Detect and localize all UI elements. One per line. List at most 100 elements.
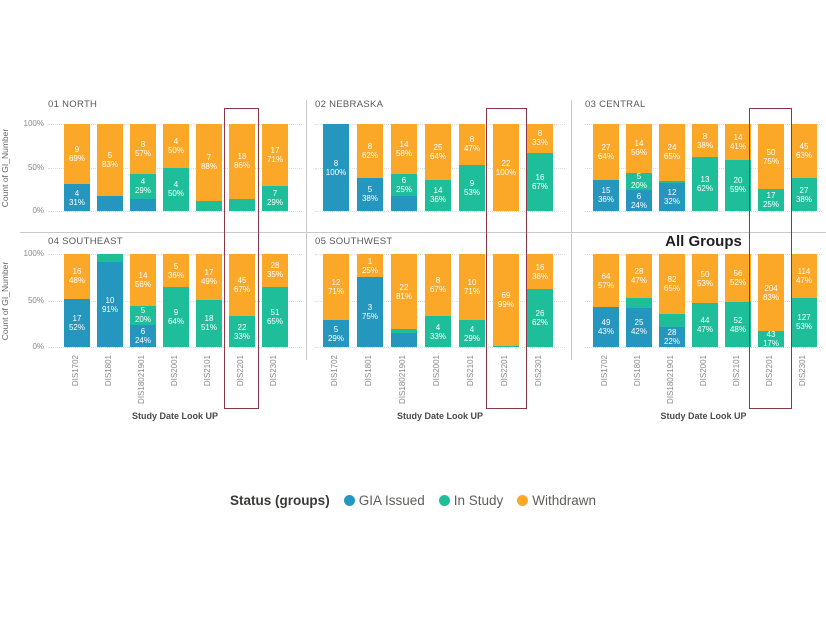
bar-segment-gia-issued[interactable]: 5 29% <box>323 320 349 347</box>
stacked-bar-dis2201[interactable]: 45 67% 22 33% <box>229 254 255 347</box>
bar-segment-in-study[interactable]: 20 59% <box>725 159 751 211</box>
bar-segment-gia-issued[interactable]: 5 38% <box>357 177 383 211</box>
bar-segment-in-study[interactable]: 17 25% <box>758 189 784 211</box>
stacked-bar-dis1702[interactable]: 12 71% 5 29% <box>323 254 349 347</box>
bar-segment-in-study[interactable]: 4 33% <box>425 316 451 347</box>
bar-segment-withdrawn[interactable]: 4 50% <box>163 124 189 168</box>
bar-segment-gia-issued[interactable]: 4 31% <box>64 184 90 211</box>
stacked-bar-dis18021901[interactable]: 22 81% <box>391 254 417 347</box>
bar-segment-withdrawn[interactable]: 8 62% <box>357 124 383 178</box>
bar-segment-gia-issued[interactable]: 6 24% <box>626 190 652 211</box>
legend-item-in-study[interactable]: In Study <box>438 493 503 508</box>
stacked-bar-dis1702[interactable]: 16 48% 17 52% <box>64 254 90 347</box>
bar-segment-in-study[interactable]: 14 36% <box>425 179 451 211</box>
bar-segment-withdrawn[interactable]: 10 71% <box>459 254 485 321</box>
bar-segment-withdrawn[interactable]: 8 47% <box>459 124 485 165</box>
bar-segment-gia-issued[interactable] <box>97 196 123 211</box>
bar-segment-withdrawn[interactable]: 69 99% <box>493 254 519 347</box>
bar-segment-in-study[interactable]: 27 38% <box>791 178 817 211</box>
bar-segment-gia-issued[interactable]: 49 43% <box>593 307 619 347</box>
bar-segment-gia-issued[interactable]: 12 32% <box>659 183 685 211</box>
bar-segment-in-study[interactable] <box>229 198 255 211</box>
stacked-bar-dis2001[interactable]: 8 67% 4 33% <box>425 254 451 347</box>
stacked-bar-dis18021901[interactable]: 14 56% 5 20% 6 24% <box>130 254 156 347</box>
bar-segment-withdrawn[interactable]: 114 47% <box>791 254 817 298</box>
bar-segment-withdrawn[interactable]: 8 38% <box>692 124 718 158</box>
bar-segment-in-study[interactable]: 52 48% <box>725 302 751 347</box>
stacked-bar-dis2001[interactable]: 8 38% 13 62% <box>692 124 718 211</box>
stacked-bar-dis2301[interactable]: 114 47% 127 53% <box>791 254 817 347</box>
bar-segment-in-study[interactable] <box>659 180 685 184</box>
bar-segment-in-study[interactable]: 5 20% <box>626 172 652 190</box>
stacked-bar-dis18021901[interactable]: 14 58% 6 25% <box>391 124 417 211</box>
bar-segment-withdrawn[interactable]: 8 57% <box>130 124 156 174</box>
bar-segment-withdrawn[interactable]: 7 88% <box>196 124 222 201</box>
stacked-bar-dis2001[interactable]: 4 50% 4 50% <box>163 124 189 211</box>
bar-segment-withdrawn[interactable]: 16 48% <box>64 254 90 299</box>
bar-segment-withdrawn[interactable]: 22 81% <box>391 254 417 330</box>
bar-segment-in-study[interactable] <box>659 314 685 327</box>
bar-segment-withdrawn[interactable]: 82 65% <box>659 254 685 315</box>
bar-segment-in-study[interactable]: 13 62% <box>692 157 718 211</box>
stacked-bar-dis2301[interactable]: 17 71% 7 29% <box>262 124 288 211</box>
bar-segment-gia-issued[interactable] <box>130 198 156 211</box>
bar-segment-withdrawn[interactable]: 50 53% <box>692 254 718 304</box>
stacked-bar-dis2101[interactable]: 17 49% 18 51% <box>196 254 222 347</box>
stacked-bar-dis2301[interactable]: 16 38% 26 62% <box>527 254 553 347</box>
bar-segment-in-study[interactable]: 26 62% <box>527 289 553 347</box>
stacked-bar-dis2301[interactable]: 28 35% 51 65% <box>262 254 288 347</box>
bar-segment-withdrawn[interactable]: 18 86% <box>229 124 255 199</box>
bar-segment-withdrawn[interactable]: 9 69% <box>64 124 90 185</box>
stacked-bar-dis1702[interactable]: 8 100% <box>323 124 349 211</box>
bar-segment-withdrawn[interactable]: 204 83% <box>758 254 784 332</box>
stacked-bar-dis2301[interactable]: 45 63% 27 38% <box>791 124 817 211</box>
bar-segment-in-study[interactable]: 4 50% <box>163 167 189 211</box>
bar-segment-gia-issued[interactable]: 6 24% <box>130 324 156 347</box>
bar-segment-withdrawn[interactable]: 45 67% <box>229 254 255 317</box>
bar-segment-withdrawn[interactable]: 14 58% <box>391 124 417 175</box>
bar-segment-gia-issued[interactable]: 28 22% <box>659 326 685 347</box>
bar-segment-withdrawn[interactable]: 64 57% <box>593 254 619 307</box>
stacked-bar-dis1801[interactable]: 1 25% 3 75% <box>357 254 383 347</box>
bar-segment-in-study[interactable]: 7 29% <box>262 185 288 211</box>
legend-item-gia-issued[interactable]: GIA Issued <box>343 493 425 508</box>
stacked-bar-dis1801[interactable]: 5 83% <box>97 124 123 211</box>
bar-segment-in-study[interactable] <box>97 254 123 263</box>
legend-item-withdrawn[interactable]: Withdrawn <box>517 493 596 508</box>
bar-segment-withdrawn[interactable]: 16 38% <box>527 254 553 290</box>
bar-segment-withdrawn[interactable]: 56 52% <box>725 254 751 303</box>
stacked-bar-dis2001[interactable]: 25 64% 14 36% <box>425 124 451 211</box>
bar-segment-in-study[interactable] <box>196 200 222 211</box>
bar-segment-withdrawn[interactable]: 24 65% <box>659 124 685 181</box>
stacked-bar-dis1801[interactable]: 14 56% 5 20% 6 24% <box>626 124 652 211</box>
stacked-bar-dis2201[interactable]: 204 83% 43 17% <box>758 254 784 348</box>
stacked-bar-dis2101[interactable]: 7 88% <box>196 124 222 211</box>
bar-segment-in-study[interactable]: 44 47% <box>692 303 718 347</box>
bar-segment-withdrawn[interactable]: 14 56% <box>626 124 652 173</box>
bar-segment-in-study[interactable]: 127 53% <box>791 297 817 347</box>
bar-segment-withdrawn[interactable]: 12 71% <box>323 254 349 321</box>
bar-segment-in-study[interactable]: 6 25% <box>391 174 417 197</box>
bar-segment-withdrawn[interactable]: 22 100% <box>493 124 519 211</box>
bar-segment-in-study[interactable]: 4 29% <box>459 320 485 347</box>
bar-segment-in-study[interactable] <box>626 297 652 308</box>
bar-segment-in-study[interactable]: 22 33% <box>229 316 255 347</box>
stacked-bar-dis2101[interactable]: 56 52% 52 48% <box>725 254 751 347</box>
stacked-bar-dis1801[interactable]: 8 62% 5 38% <box>357 124 383 211</box>
stacked-bar-dis2201[interactable]: 69 99% <box>493 254 519 347</box>
bar-segment-withdrawn[interactable]: 8 33% <box>527 124 553 153</box>
bar-segment-gia-issued[interactable]: 8 100% <box>323 124 349 211</box>
bar-segment-withdrawn[interactable]: 50 75% <box>758 124 784 190</box>
stacked-bar-dis2201[interactable]: 18 86% <box>229 124 255 211</box>
bar-segment-in-study[interactable]: 43 17% <box>758 330 784 348</box>
bar-segment-in-study[interactable]: 9 53% <box>459 164 485 211</box>
bar-segment-in-study[interactable]: 18 51% <box>196 299 222 347</box>
stacked-bar-dis2001[interactable]: 50 53% 44 47% <box>692 254 718 347</box>
stacked-bar-dis2101[interactable]: 14 41% 20 59% <box>725 124 751 211</box>
bar-segment-in-study[interactable] <box>391 329 417 334</box>
bar-segment-withdrawn[interactable]: 17 49% <box>196 254 222 300</box>
bar-segment-gia-issued[interactable] <box>391 196 417 211</box>
stacked-bar-dis2101[interactable]: 8 47% 9 53% <box>459 124 485 211</box>
stacked-bar-dis2001[interactable]: 5 36% 9 64% <box>163 254 189 347</box>
stacked-bar-dis1801[interactable]: 10 91% <box>97 254 123 347</box>
